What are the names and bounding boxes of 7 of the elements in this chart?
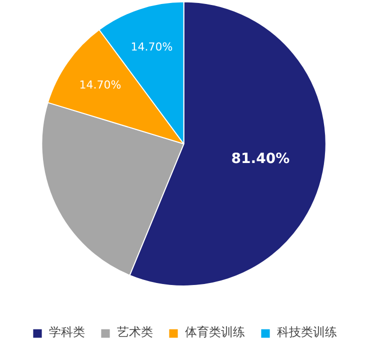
- legend-label: 科技类训练: [277, 324, 337, 341]
- data-label: 81.40%: [231, 151, 290, 168]
- legend-label: 艺术类: [117, 324, 153, 341]
- legend-label: 学科类: [49, 324, 85, 341]
- legend-label: 体育类训练: [185, 324, 245, 341]
- data-label: 14.70%: [79, 78, 122, 92]
- data-label: 14.70%: [130, 40, 173, 54]
